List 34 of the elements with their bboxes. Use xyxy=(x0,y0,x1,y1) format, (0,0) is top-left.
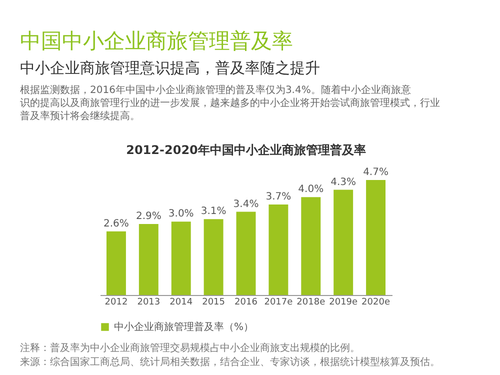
bar xyxy=(204,219,224,295)
bar xyxy=(301,197,321,295)
bar xyxy=(366,180,386,295)
x-tick-label: 2017e xyxy=(264,298,294,308)
x-tick-label: 2015 xyxy=(202,298,226,308)
bar xyxy=(268,204,288,295)
data-label: 3.0% xyxy=(168,208,194,220)
data-label: 4.0% xyxy=(298,184,324,196)
x-tick-label: 2020e xyxy=(362,298,390,308)
bar xyxy=(334,190,354,295)
x-tick-label: 2013 xyxy=(137,298,160,308)
x-tick-label: 2014 xyxy=(170,298,193,308)
bar xyxy=(106,231,126,295)
text: 2012-2020年中国中小企业商旅管理普及率 xyxy=(126,143,366,157)
data-label: 3.7% xyxy=(266,191,292,202)
data-label: 4.7% xyxy=(363,167,388,178)
text: 注释：普及率为中小企业商旅管理交易规模占中小企业商旅支出规模的比例。 xyxy=(20,342,360,354)
data-label: 3.4% xyxy=(233,198,259,210)
chart-subtitle: 中小企业商旅管理意识提高，普及率随之提升 xyxy=(20,59,320,77)
bar xyxy=(236,212,256,295)
bar xyxy=(171,222,191,295)
source-note: 来源：综合国家工商总局、统计局相关数据，结合企业、专家访谈，根据统计模型核算及预估。 xyxy=(20,356,440,368)
data-label: 4.3% xyxy=(330,176,356,188)
x-tick-label: 2012 xyxy=(104,298,128,308)
x-tick-label: 2019e xyxy=(329,298,358,308)
legend-label: 中小企业商旅管理普及率（%） xyxy=(114,321,254,333)
data-label: 2.9% xyxy=(136,211,162,222)
x-tick-label: 2018e xyxy=(296,298,326,308)
text: 根据监测数据，2016年中国中小企业商旅管理的普及率仅为3.4%。随着中小企业商旅意识的提高以及商旅管理行业的进一步发展，越来越多的中小企业将开始尝试商旅管理模式，行业普及率预计将会继续提高。 xyxy=(20,84,440,122)
x-tick-label: 2016 xyxy=(234,298,258,308)
bar xyxy=(138,224,158,295)
data-label: 2.6% xyxy=(104,218,129,230)
data-label: 3.1% xyxy=(200,206,226,218)
chart-title: 中国中小企业商旅管理普及率 xyxy=(20,29,293,53)
